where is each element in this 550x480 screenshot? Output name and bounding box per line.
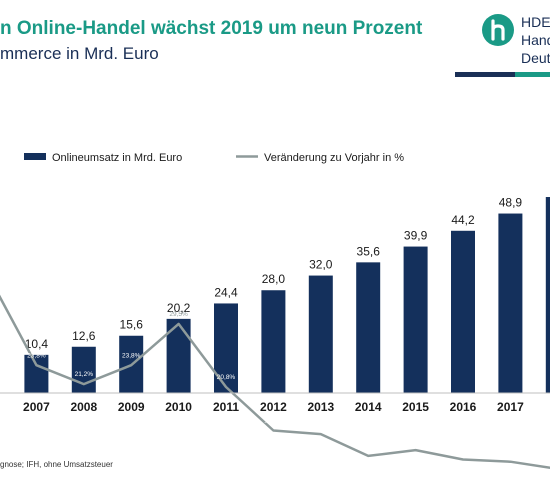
bar-value-label-2013: 32,0 bbox=[309, 258, 333, 272]
x-tick-2012: 2012 bbox=[260, 400, 287, 414]
bar-value-label-2011: 24,4 bbox=[214, 285, 238, 299]
line-series: 23,8% 21,2% 23,8% 29,5% 20,8% 14,8% 14,3% 11,3%… bbox=[0, 294, 550, 469]
bar-2014 bbox=[356, 262, 381, 393]
bar-2012 bbox=[261, 290, 286, 393]
x-tick-2009: 2009 bbox=[118, 400, 145, 414]
pct-label-2013: 14,3% bbox=[312, 421, 331, 428]
pct-label-2015: 12,1% bbox=[406, 437, 425, 444]
logo-text-line-3: Deuts bbox=[521, 50, 550, 66]
bar-value-label-2009: 15,6 bbox=[120, 318, 144, 332]
pct-label-2009: 23,8% bbox=[122, 352, 141, 359]
bar-value-label-2010: 20,2 bbox=[167, 301, 191, 315]
pct-label-2011: 20,8% bbox=[217, 374, 236, 381]
legend: Onlineumsatz in Mrd. Euro Veränderung zu… bbox=[24, 152, 404, 164]
x-tick-2014: 2014 bbox=[355, 400, 382, 414]
bar-2016 bbox=[451, 230, 475, 393]
pct-label-2014: 11,3% bbox=[359, 443, 377, 450]
hde-h-icon bbox=[491, 19, 505, 41]
pct-label-2012: 14,8% bbox=[264, 418, 283, 425]
bar-2013 bbox=[308, 275, 333, 393]
logo-text-line-1: HDE bbox=[521, 14, 550, 30]
bar-2008 bbox=[71, 346, 96, 393]
bar-value-label-2015: 39,9 bbox=[404, 229, 428, 243]
x-tick-2015: 2015 bbox=[402, 400, 429, 414]
bar-value-label-2016: 44,2 bbox=[451, 213, 475, 227]
x-tick-2010: 2010 bbox=[165, 400, 192, 414]
pct-label-2017: 10,5% bbox=[501, 449, 520, 456]
hde-logo-mark bbox=[482, 14, 514, 46]
x-tick-2007: 2007 bbox=[23, 400, 50, 414]
x-tick-2013: 2013 bbox=[307, 400, 334, 414]
x-axis-ticks: 2007 2008 2009 2010 2011 2012 2013 2014 2015 2016… bbox=[23, 400, 524, 414]
legend-swatch-bars bbox=[24, 153, 46, 160]
logo-text-line-2: Hande bbox=[521, 32, 550, 48]
chart-title: n Online-Handel wächst 2019 um neun Proz… bbox=[0, 18, 423, 39]
x-tick-2008: 2008 bbox=[70, 400, 97, 414]
x-tick-2017: 2017 bbox=[497, 400, 524, 414]
bar-2015 bbox=[403, 246, 428, 393]
bar-value-label-2012: 28,0 bbox=[262, 272, 286, 286]
bar-2018 bbox=[545, 197, 550, 393]
bar-value-label-2007: 10,4 bbox=[25, 337, 49, 351]
bar-value-label-2014: 35,6 bbox=[357, 244, 381, 258]
pct-label-2010: 29,5% bbox=[169, 311, 188, 318]
bar-2007 bbox=[24, 354, 49, 393]
x-tick-2016: 2016 bbox=[450, 400, 477, 414]
bar-value-label-2017: 48,9 bbox=[499, 196, 523, 210]
legend-label-line: Veränderung zu Vorjahr in % bbox=[264, 152, 404, 164]
x-tick-2011: 2011 bbox=[213, 400, 239, 414]
logo-bar-teal bbox=[515, 72, 550, 77]
source-footnote: gnose; IFH, ohne Umsatzsteuer bbox=[0, 460, 113, 469]
chart-subtitle: mmerce in Mrd. Euro bbox=[0, 44, 159, 63]
pct-label-2016: 10,8% bbox=[454, 447, 473, 454]
bar-2017 bbox=[498, 213, 523, 393]
pct-label-2007: 23,8% bbox=[27, 352, 46, 359]
legend-label-bars: Onlineumsatz in Mrd. Euro bbox=[52, 152, 182, 164]
bar-value-label-2008: 12,6 bbox=[72, 329, 96, 343]
bar-series: 10,4 12,6 15,6 20,2 24,4 28,0 32,0 35,6 39,9 44,2… bbox=[24, 196, 550, 393]
change-line bbox=[0, 294, 550, 469]
pct-label-2008: 21,2% bbox=[75, 371, 94, 378]
logo-bar-navy bbox=[455, 72, 515, 77]
